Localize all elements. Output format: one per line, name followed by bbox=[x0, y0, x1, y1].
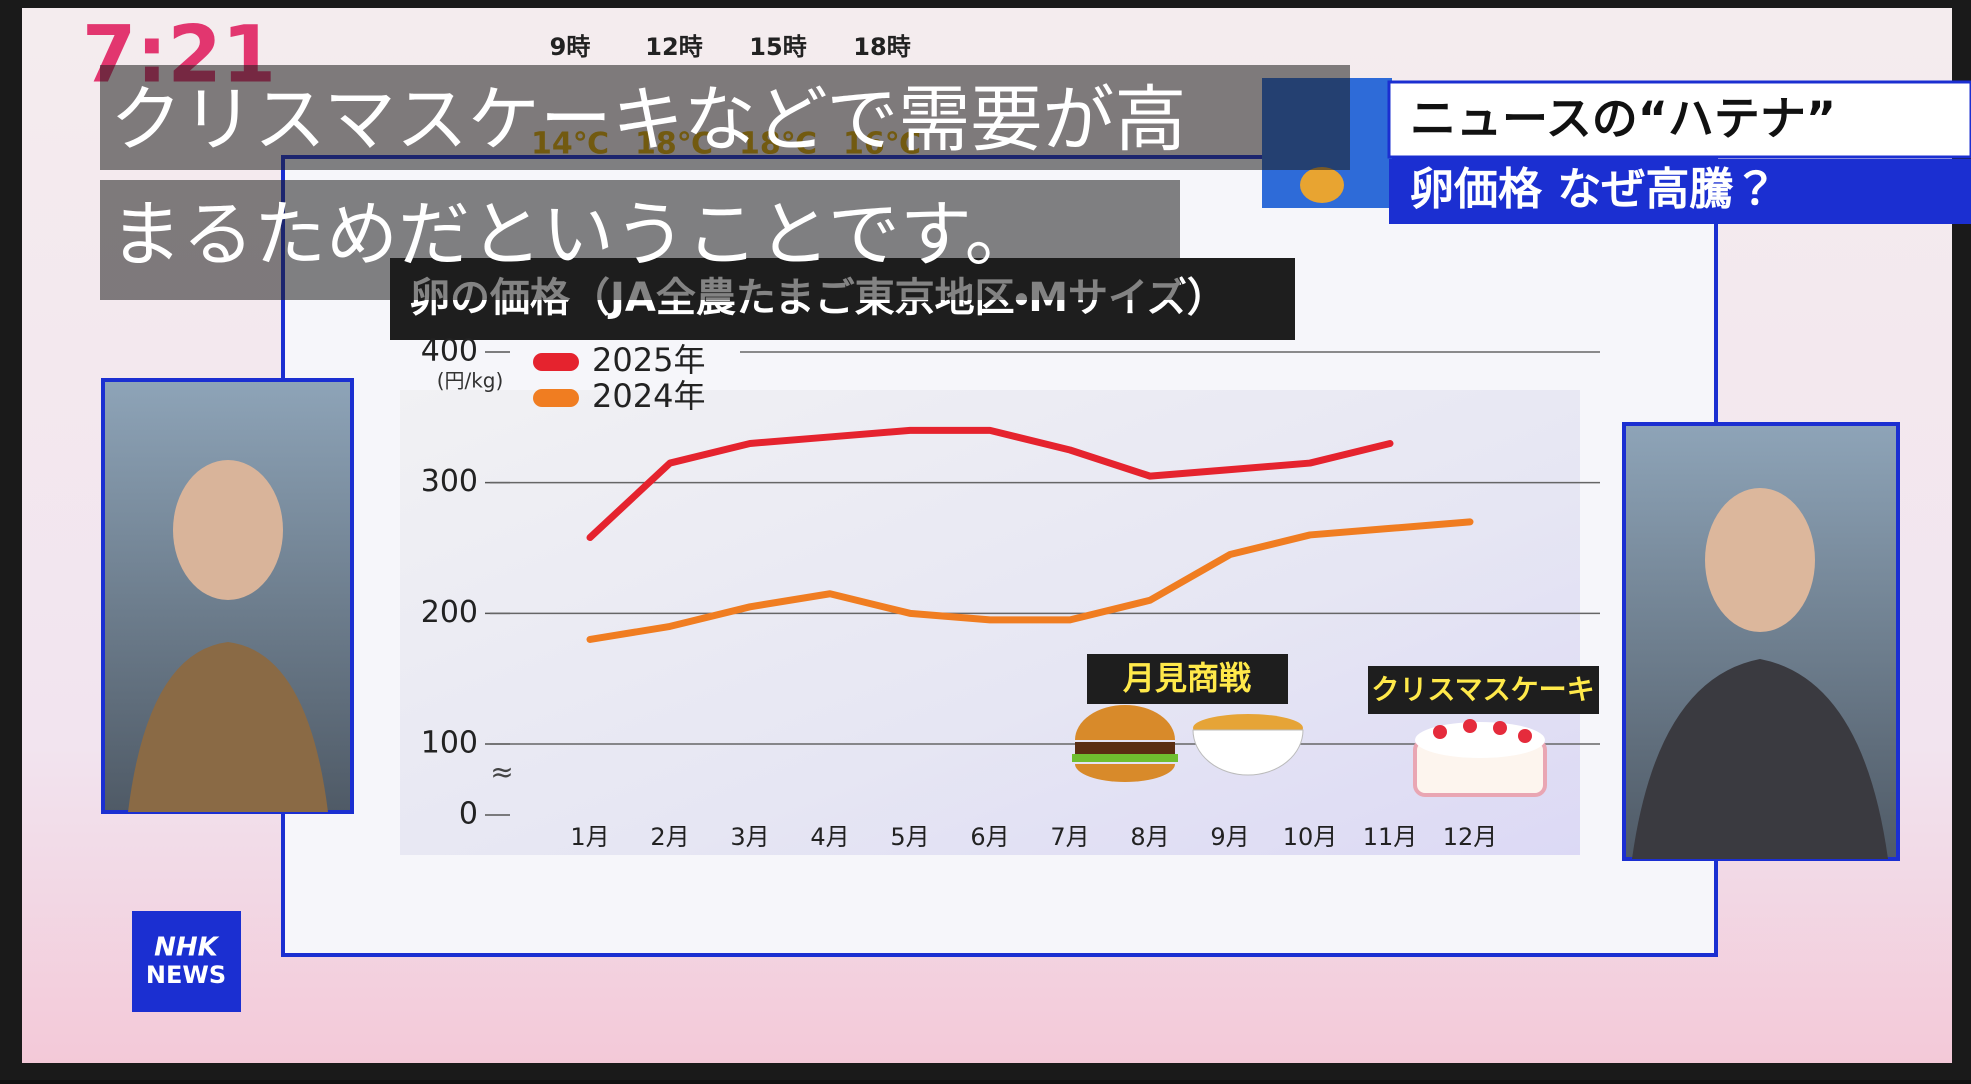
legend-swatch bbox=[533, 389, 579, 407]
logo-text: NHK bbox=[154, 933, 220, 963]
header-title-box bbox=[1387, 80, 1971, 159]
subtitle-line: まるためだということです。 bbox=[110, 193, 1037, 277]
anchor-body bbox=[128, 642, 328, 812]
logo-box bbox=[132, 911, 241, 1012]
x-tick-label: 11月 bbox=[1363, 823, 1418, 851]
legend-label: 2024年 bbox=[592, 377, 705, 415]
weather-time: 12時 bbox=[645, 33, 702, 61]
y-unit: (円/kg) bbox=[437, 369, 504, 393]
header-subtitle-box bbox=[1389, 159, 1971, 224]
weather-time: 15時 bbox=[749, 33, 806, 61]
anchor-face bbox=[173, 460, 283, 600]
bowl-icon bbox=[1192, 714, 1304, 776]
x-tick-label: 3月 bbox=[730, 823, 769, 851]
cake-icon bbox=[1413, 719, 1547, 797]
x-tick-label: 5月 bbox=[890, 823, 929, 851]
header-subtitle: 卵価格 なぜ高騰？ bbox=[1410, 164, 1777, 215]
subtitle-box bbox=[100, 180, 1180, 300]
x-tick-label: 9月 bbox=[1210, 823, 1249, 851]
line-series bbox=[586, 518, 1474, 643]
annotation-box bbox=[1368, 666, 1599, 714]
burger-icon bbox=[1072, 705, 1178, 782]
x-tick-label: 8月 bbox=[1130, 823, 1169, 851]
subtitle-box bbox=[100, 65, 1350, 170]
y-tick-label: 300 bbox=[421, 464, 478, 499]
axis-break: ≈ bbox=[490, 756, 513, 789]
logo-text: NEWS bbox=[146, 961, 226, 989]
weather-time: 9時 bbox=[550, 33, 591, 61]
x-tick-label: 1月 bbox=[570, 823, 609, 851]
x-tick-label: 10月 bbox=[1283, 823, 1338, 851]
y-tick-label: 0 bbox=[459, 797, 478, 832]
y-tick-label: 100 bbox=[421, 726, 478, 761]
y-tick-label: 200 bbox=[421, 595, 478, 630]
y-tick-label: 400 bbox=[421, 334, 478, 369]
anchor-face bbox=[1705, 488, 1815, 632]
legend-label: 2025年 bbox=[592, 341, 705, 379]
annotation: クリスマスケーキ bbox=[1371, 673, 1594, 706]
x-tick-label: 4月 bbox=[810, 823, 849, 851]
header-title: ニュースの“ハテナ” bbox=[1410, 92, 1836, 146]
x-tick-label: 6月 bbox=[970, 823, 1009, 851]
x-tick-label: 7月 bbox=[1050, 823, 1089, 851]
subtitle-line: クリスマスケーキなどで需要が高 bbox=[110, 78, 1186, 162]
chart: 0 100 200 300 400 ≈1月 2月 3月 4月 5月 6月 7月 8月 9月 10月 11月 12… bbox=[421, 334, 1600, 851]
weather-time: 18時 bbox=[853, 33, 910, 61]
legend-swatch bbox=[533, 353, 579, 371]
egg-icon bbox=[1300, 167, 1344, 203]
line-series bbox=[586, 426, 1394, 542]
x-tick-label: 2月 bbox=[650, 823, 689, 851]
annotation-box bbox=[1087, 654, 1288, 704]
x-tick-label: 12月 bbox=[1443, 823, 1498, 851]
annotation: 月見商戦 bbox=[1123, 659, 1251, 697]
anchor-body bbox=[1632, 659, 1888, 859]
